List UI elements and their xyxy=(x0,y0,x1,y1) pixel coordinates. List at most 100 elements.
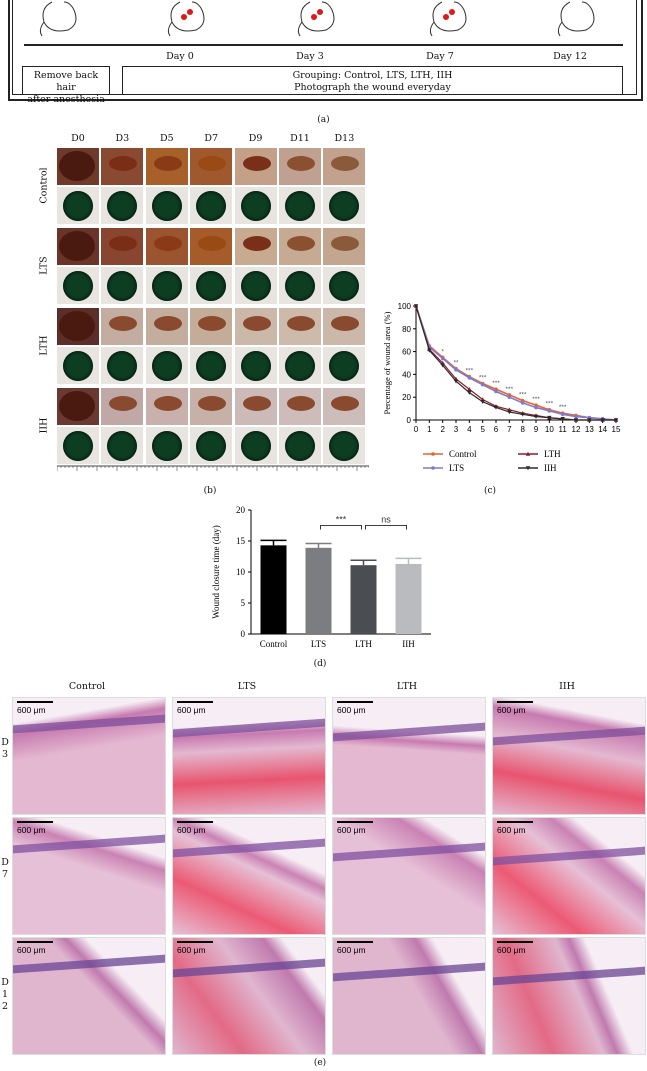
grouping-line: Photograph the wound everyday xyxy=(294,82,451,93)
bar xyxy=(395,563,422,634)
y-axis-label: Wound closure time (day) xyxy=(211,525,221,619)
reference-disc xyxy=(196,431,227,461)
reference-disc xyxy=(196,191,227,221)
reference-disc xyxy=(63,191,93,221)
row-label: LTS xyxy=(38,256,50,275)
wound-region xyxy=(153,156,182,171)
data-point xyxy=(454,368,458,372)
reference-disc-photo xyxy=(101,187,144,224)
wound-region xyxy=(153,236,182,251)
reference-disc-photo xyxy=(190,347,233,384)
scale-bar xyxy=(337,701,373,703)
reference-disc-photo xyxy=(190,267,233,304)
reference-disc xyxy=(63,351,93,381)
scale-label: 600 μm xyxy=(177,945,206,955)
data-point xyxy=(467,387,472,392)
scale-label: 600 μm xyxy=(17,705,46,715)
x-tick-label: 6 xyxy=(494,425,499,434)
reference-disc-photo xyxy=(190,427,233,464)
series-line xyxy=(415,305,616,421)
procedure-line: Remove back hair xyxy=(33,70,99,93)
data-point xyxy=(480,399,485,404)
data-point xyxy=(547,409,552,413)
epidermis-layer xyxy=(493,966,645,986)
scale-label: 600 μm xyxy=(337,825,366,835)
mouse-icon xyxy=(39,1,77,37)
series-line xyxy=(415,305,616,421)
wound-photo xyxy=(323,228,366,265)
wound-region xyxy=(59,231,95,261)
reference-disc-photo xyxy=(279,427,321,464)
reference-disc-photo xyxy=(279,267,321,304)
bar xyxy=(260,545,287,634)
histology-image: 600 μm xyxy=(12,817,166,935)
wound-photo xyxy=(323,308,366,345)
wound-region xyxy=(287,396,315,411)
reference-disc xyxy=(151,271,182,301)
x-tick-label: 7 xyxy=(507,425,512,434)
wound-region xyxy=(59,391,95,421)
wound-photo xyxy=(190,308,233,345)
wound-photo xyxy=(145,228,188,265)
procedure-line: after anesthesia xyxy=(27,94,105,105)
day-label: Day 0 xyxy=(166,51,194,62)
histology-image: 600 μm xyxy=(492,937,646,1055)
reference-disc-photo xyxy=(323,267,366,304)
row-label-char: 7 xyxy=(1,869,9,880)
legend-marker xyxy=(525,466,531,471)
reference-disc xyxy=(107,431,138,461)
wound-region xyxy=(109,156,138,171)
caption-a: (a) xyxy=(317,115,330,125)
scale-bar xyxy=(497,821,533,823)
scale-bar xyxy=(337,941,373,943)
scale-label: 600 μm xyxy=(337,705,366,715)
reference-disc-photo xyxy=(190,187,233,224)
data-point xyxy=(467,376,472,380)
histology-image: 600 μm xyxy=(12,697,166,815)
histology-image: 600 μm xyxy=(332,937,486,1055)
data-point xyxy=(560,412,565,417)
scale-bar xyxy=(177,701,213,703)
scale-bar xyxy=(177,941,213,943)
scale-label: 600 μm xyxy=(17,945,46,955)
series-line xyxy=(415,305,617,421)
wound-region xyxy=(287,236,315,251)
y-tick-label: 15 xyxy=(236,536,246,546)
column-header: D0 xyxy=(71,133,85,144)
reference-disc-photo xyxy=(323,187,366,224)
scale-label: 600 μm xyxy=(337,945,366,955)
legend-marker xyxy=(525,451,531,456)
wound-region xyxy=(331,156,360,171)
wound-region xyxy=(59,311,95,341)
wound-photo xyxy=(279,228,321,265)
x-tick-label: 4 xyxy=(467,425,472,434)
reference-disc xyxy=(329,351,360,381)
mouse-icon xyxy=(297,1,335,37)
reference-disc-photo xyxy=(234,347,277,384)
x-tick-label: 15 xyxy=(612,425,621,434)
reference-disc xyxy=(107,351,138,381)
row-label-char: 3 xyxy=(1,749,9,760)
mouse-illustrations xyxy=(39,1,595,37)
data-point xyxy=(507,410,512,415)
column-header: D5 xyxy=(159,133,174,144)
wound-region xyxy=(331,396,360,411)
wound-region xyxy=(287,156,315,171)
column-header: D13 xyxy=(334,133,355,144)
reference-disc xyxy=(63,431,93,461)
wound-photo xyxy=(234,308,277,345)
scale-label: 600 μm xyxy=(497,825,526,835)
scale-bar xyxy=(177,821,213,823)
data-point xyxy=(467,390,472,395)
reference-disc-photo xyxy=(323,427,366,464)
reference-disc xyxy=(151,191,182,221)
epidermis-layer xyxy=(13,954,165,974)
wound-photo xyxy=(234,228,277,265)
epidermis-layer xyxy=(493,726,645,746)
data-point xyxy=(480,382,485,387)
reference-disc-photo xyxy=(323,347,366,384)
reference-disc xyxy=(285,431,315,461)
wound-region xyxy=(109,236,138,251)
